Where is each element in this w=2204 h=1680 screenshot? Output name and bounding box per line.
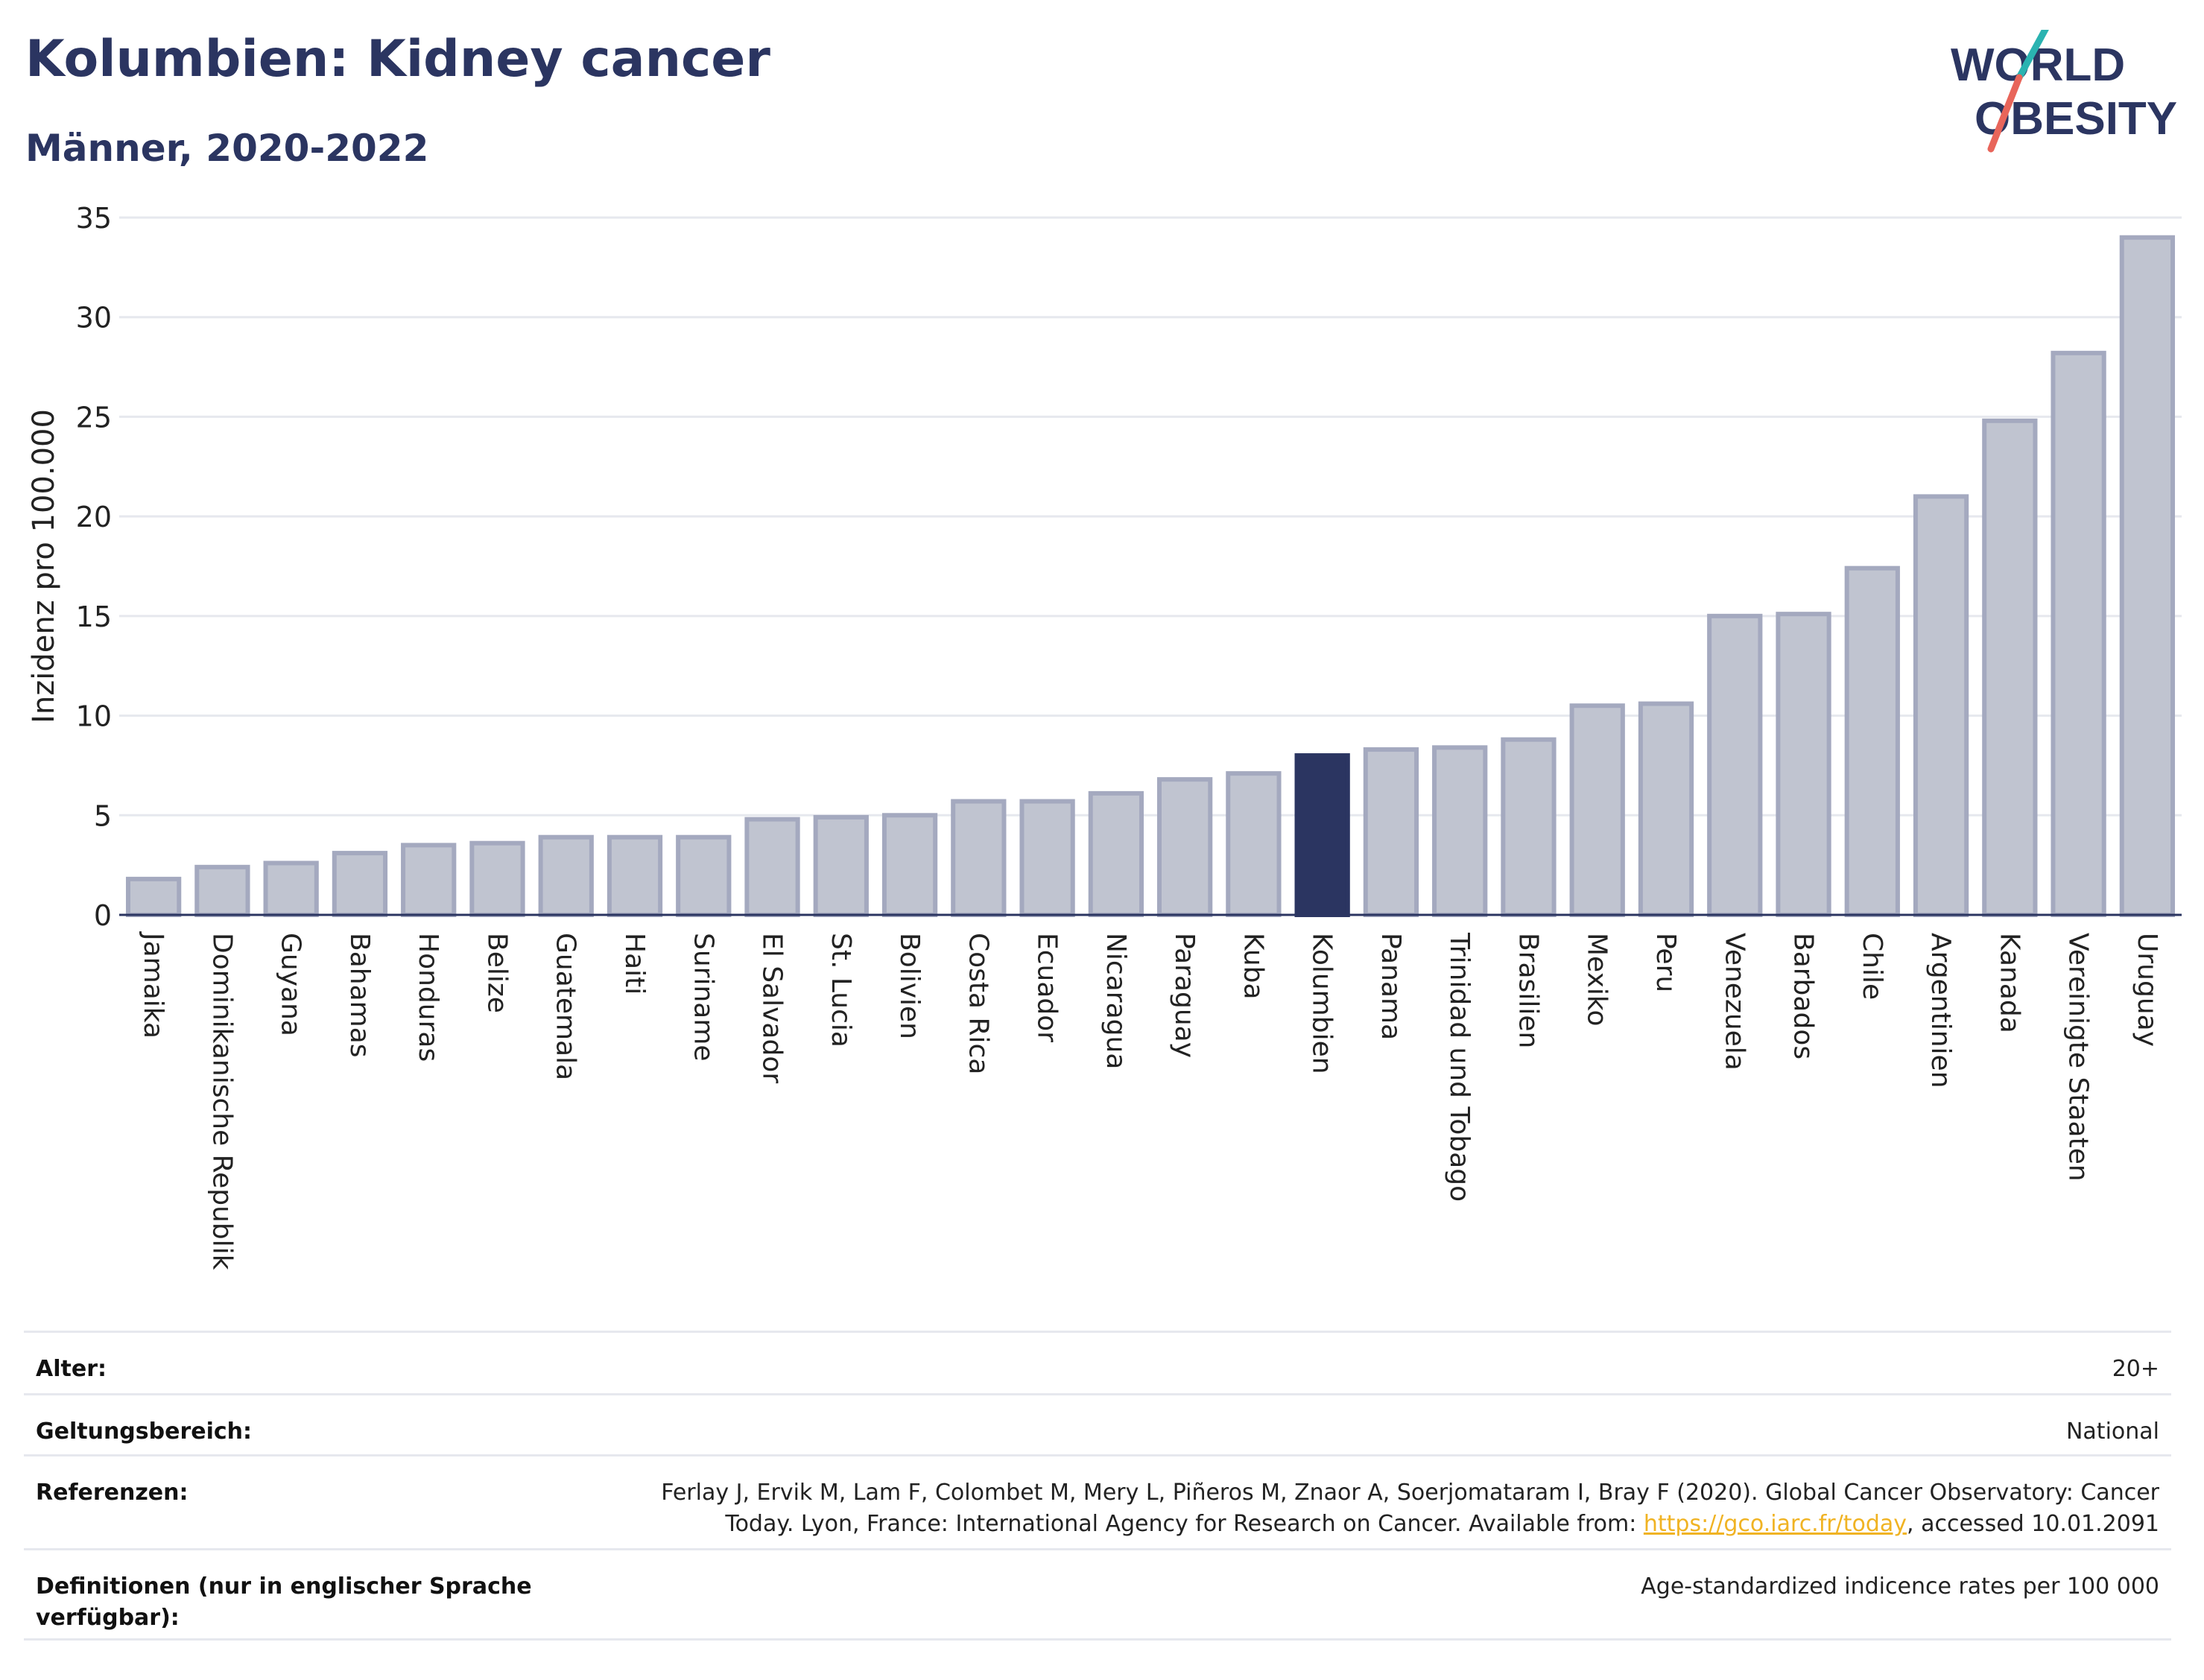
x-tick-label: Kanada [1994, 933, 2024, 1033]
age-value: 20+ [2112, 1356, 2159, 1382]
references-label: Referenzen: [36, 1480, 189, 1506]
y-tick-label: 15 [76, 600, 112, 633]
x-tick-label: Uruguay [2132, 933, 2162, 1047]
bar [538, 834, 594, 918]
definitions-value: Age-standardized indicence rates per 100… [1641, 1573, 2159, 1600]
x-tick-label: Bolivien [894, 933, 925, 1039]
y-tick-label: 10 [76, 700, 112, 733]
world-obesity-logo: WORLD OBESITY [1951, 30, 2177, 153]
x-tick-label: Costa Rica [963, 933, 993, 1074]
x-tick-label: St. Lucia [826, 933, 856, 1047]
scope-label: Geltungsbereich: [36, 1419, 253, 1445]
y-tick-label: 30 [76, 302, 112, 335]
y-tick-label: 25 [76, 401, 112, 434]
x-tick-label: Chile [1857, 933, 1887, 1000]
x-tick-label: Brasilien [1513, 933, 1543, 1048]
info-row-age: Alter: 20+ [24, 1331, 2171, 1393]
bar [1226, 771, 1282, 918]
bar [332, 851, 388, 918]
x-tick-label: Nicaragua [1101, 933, 1131, 1069]
y-tick-label: 0 [94, 899, 112, 932]
x-tick-label: Guyana [276, 933, 306, 1036]
bar [469, 840, 525, 917]
x-tick-label: Belize [481, 933, 512, 1013]
x-tick-label: Argentinien [1925, 933, 1956, 1088]
x-tick-label: Jamaika [138, 931, 168, 1039]
x-tick-label: Dominikanische Republik [206, 933, 237, 1270]
bar [1707, 613, 1763, 917]
x-tick-label: Barbados [1788, 933, 1819, 1059]
bar [1913, 494, 1969, 917]
bar [401, 843, 457, 918]
bar [2051, 350, 2106, 917]
bar [676, 834, 732, 918]
x-tick-label: Panama [1375, 933, 1406, 1040]
info-row-references: Referenzen: Ferlay J, Ervik M, Lam F, Co… [24, 1454, 2171, 1548]
x-tick-label: Suriname [688, 933, 718, 1062]
chart-title: Kolumbien: Kidney cancer [25, 30, 770, 89]
bar [125, 876, 182, 918]
info-row-definitions: Definitionen (nur in englischer Sprache … [24, 1548, 2171, 1641]
bar [1156, 777, 1213, 917]
x-tick-label: Haiti [619, 933, 650, 995]
references-link[interactable]: https://gco.iarc.fr/today [1643, 1511, 1907, 1537]
bar [2119, 235, 2176, 917]
x-tick-label: Paraguay [1169, 933, 1200, 1058]
x-tick-label: Kolumbien [1307, 933, 1337, 1074]
bar [1638, 701, 1694, 917]
x-tick-label: Honduras [413, 933, 443, 1062]
bar [1363, 747, 1419, 918]
bar [881, 813, 938, 918]
bar [1294, 753, 1350, 917]
bar [1019, 799, 1075, 917]
bar [1844, 565, 1900, 917]
references-accessed: , accessed 10.01.2091 [1907, 1511, 2159, 1537]
bar [813, 814, 869, 917]
y-axis-label: Inzidenz pro 100.000 [27, 409, 61, 723]
x-tick-label: Bahamas [344, 933, 375, 1058]
bar [1569, 703, 1625, 917]
x-tick-label: Venezuela [1719, 933, 1749, 1071]
y-tick-label: 35 [76, 202, 112, 235]
bar [194, 864, 250, 917]
chart-subtitle: Männer, 2020-2022 [25, 127, 429, 170]
references-value: Ferlay J, Ervik M, Lam F, Colombet M, Me… [609, 1477, 2159, 1540]
x-tick-label: Peru [1650, 933, 1681, 992]
x-tick-label: Guatemala [551, 933, 581, 1080]
x-tick-label: El Salvador [757, 933, 788, 1083]
y-tick-label: 5 [94, 799, 112, 832]
bar [1501, 737, 1557, 917]
scope-value: National [2065, 1419, 2159, 1445]
bar-chart: 0 5 10 15 20 25 30 35 Inzidenz pro 100.000 Jamaik… [27, 202, 2182, 1270]
info-table: Alter: 20+ Geltungsbereich: National Ref… [24, 1331, 2171, 1641]
bar [607, 834, 663, 918]
bar [1432, 745, 1488, 917]
x-tick-label: Ecuador [1032, 933, 1063, 1042]
x-tick-label: Vereinigte Staaten [2063, 933, 2094, 1182]
x-tick-label: Trinidad und Tobago [1444, 932, 1475, 1202]
bar [1982, 418, 2038, 917]
bar [1776, 612, 1831, 917]
age-label: Alter: [36, 1356, 107, 1382]
bar [744, 817, 800, 917]
y-tick-label: 20 [76, 501, 112, 533]
info-row-scope: Geltungsbereich: National [24, 1393, 2171, 1454]
bar [951, 799, 1007, 917]
x-tick-label: Kuba [1238, 933, 1268, 1000]
x-tick-label: Mexiko [1582, 933, 1612, 1026]
references-text: Ferlay J, Ervik M, Lam F, Colombet M, Me… [661, 1480, 2159, 1537]
bar [1088, 790, 1144, 917]
definitions-label: Definitionen (nur in englischer Sprache … [36, 1573, 532, 1631]
bar [263, 860, 319, 918]
